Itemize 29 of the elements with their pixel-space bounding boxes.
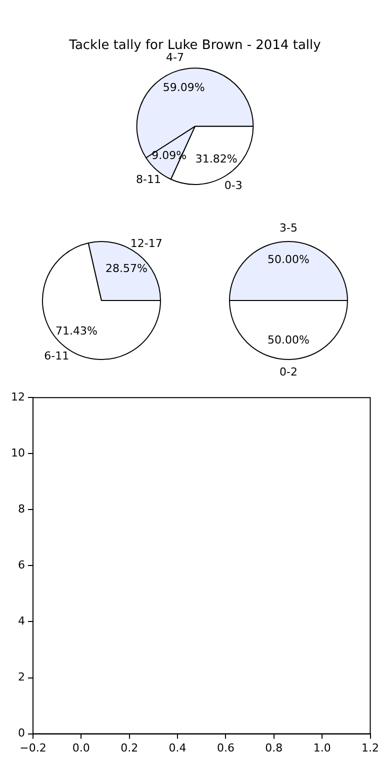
slice-label: 0-3	[224, 178, 242, 192]
slice-label: 4-7	[166, 51, 184, 64]
x-tick-label: 0.8	[265, 741, 283, 754]
slice-label: 8-11	[136, 172, 161, 186]
x-tick-label: 0.2	[120, 741, 138, 754]
y-tick-label: 8	[18, 502, 25, 516]
data-label: 31.82%	[195, 152, 238, 166]
chart-title: Tackle tally for Luke Brown - 2014 tally	[68, 38, 322, 54]
y-tick-label: 4	[18, 614, 25, 628]
slice-label: 3-5	[280, 221, 298, 234]
y-tick-label: 0	[18, 726, 25, 740]
data-label: 50.00%	[268, 333, 310, 346]
x-tick-label: 0.4	[168, 741, 186, 754]
x-tick-label: 0.0	[72, 741, 90, 754]
data-label: 71.43%	[56, 324, 98, 338]
slice-label: 0-2	[280, 365, 298, 378]
data-label: 50.00%	[268, 253, 310, 266]
y-tick-label: 10	[10, 446, 25, 460]
data-label: 59.09%	[162, 81, 205, 94]
x-tick-label: 1.2	[362, 741, 380, 754]
x-tick-label: 0.6	[216, 741, 234, 754]
data-label: 28.57%	[106, 262, 148, 275]
slice-label: 6-11	[44, 350, 70, 363]
y-tick-label: 2	[18, 670, 25, 684]
y-tick-label: 6	[18, 558, 25, 572]
slice-label: 12-17	[130, 237, 162, 250]
x-tick-label: 1.0	[313, 741, 331, 754]
y-tick-label: 12	[10, 390, 25, 404]
x-tick-label: −0.2	[20, 741, 46, 754]
